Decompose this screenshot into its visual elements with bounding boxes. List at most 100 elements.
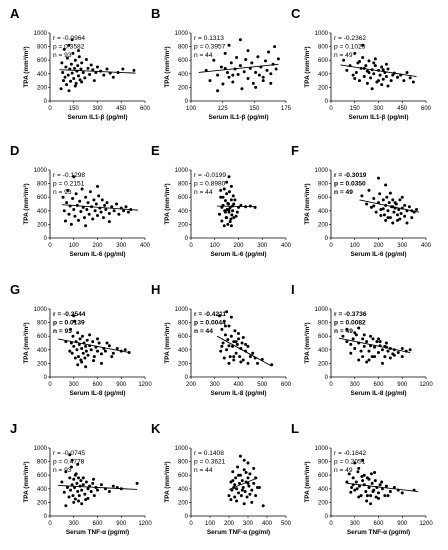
y-tick-label: 200	[178, 222, 189, 228]
data-point	[111, 351, 115, 355]
data-point	[72, 500, 76, 504]
data-point	[400, 195, 404, 199]
x-tick-label: 125	[218, 106, 229, 112]
data-point	[77, 499, 80, 503]
data-point	[96, 337, 99, 341]
data-point	[79, 479, 83, 483]
data-point	[76, 490, 80, 494]
regression-line	[198, 63, 279, 73]
data-point	[373, 345, 377, 349]
data-point	[360, 194, 364, 198]
data-point	[257, 485, 261, 489]
y-axis-title: TPA (mm²/m²)	[304, 183, 311, 224]
data-point	[92, 359, 96, 363]
data-point	[242, 70, 246, 74]
data-point	[69, 488, 73, 492]
data-point	[240, 488, 244, 492]
data-point	[345, 340, 349, 344]
data-point	[345, 68, 349, 72]
data-point	[408, 348, 412, 352]
data-point	[225, 216, 229, 220]
data-point	[96, 349, 99, 353]
data-point	[64, 65, 68, 69]
data-point	[380, 487, 384, 491]
x-axis-title: Serum IL1-β (pg/ml)	[349, 114, 409, 121]
data-point	[68, 476, 72, 480]
data-point	[241, 358, 245, 362]
data-point	[250, 488, 254, 492]
y-tick-label: 200	[318, 500, 329, 506]
data-point	[80, 502, 84, 506]
y-tick-label: 400	[37, 72, 48, 78]
data-point	[234, 214, 238, 218]
data-point	[219, 349, 223, 353]
data-point	[357, 495, 361, 499]
data-point	[405, 221, 409, 225]
x-tick-label: 900	[397, 382, 408, 388]
data-point	[77, 218, 80, 222]
data-point	[361, 355, 365, 359]
data-point	[219, 65, 223, 69]
stat-line: p = 0.8980	[194, 181, 226, 188]
data-point	[381, 77, 385, 81]
data-point	[353, 51, 357, 55]
x-tick-label: 1200	[419, 382, 433, 388]
data-point	[77, 49, 80, 53]
data-point	[229, 334, 233, 338]
data-point	[231, 80, 235, 84]
data-point	[70, 71, 74, 75]
data-point	[107, 220, 111, 224]
y-tick-label: 400	[178, 209, 189, 215]
y-tick-label: 1000	[175, 307, 189, 313]
data-point	[71, 494, 75, 498]
data-point	[345, 480, 349, 484]
data-point	[231, 194, 235, 198]
data-point	[77, 494, 81, 498]
data-point	[73, 473, 77, 477]
data-point	[354, 480, 358, 484]
data-point	[385, 195, 389, 199]
data-point	[77, 74, 80, 78]
data-point	[269, 72, 273, 76]
data-point	[388, 216, 392, 220]
data-point	[73, 356, 77, 360]
y-axis-title: TPA (mm²/m²)	[304, 322, 311, 363]
stat-line: n = 93	[53, 189, 72, 196]
data-point	[369, 205, 373, 209]
x-tick-label: 150	[69, 106, 80, 112]
data-point	[100, 198, 104, 202]
data-point	[369, 494, 373, 498]
data-point	[94, 202, 98, 206]
data-point	[85, 207, 89, 211]
data-point	[72, 207, 76, 211]
y-tick-label: 200	[178, 500, 189, 506]
data-point	[88, 190, 92, 194]
x-axis-title: Serum IL1-β (pg/ml)	[209, 114, 269, 121]
data-point	[221, 195, 225, 199]
data-point	[400, 355, 404, 359]
data-point	[355, 487, 359, 491]
data-point	[227, 190, 231, 194]
data-point	[91, 481, 95, 485]
y-tick-label: 1000	[315, 446, 329, 452]
data-point	[84, 349, 88, 353]
stat-line: p = 0.4778	[53, 459, 85, 466]
stat-line: r = -0.4211	[194, 311, 226, 318]
data-point	[225, 192, 229, 196]
data-point	[86, 353, 90, 357]
data-point	[386, 67, 390, 71]
data-point	[246, 77, 250, 81]
data-point	[132, 68, 136, 72]
data-point	[87, 212, 91, 216]
y-tick-label: 0	[325, 514, 329, 520]
data-point	[83, 492, 87, 496]
y-tick-label: 800	[318, 45, 329, 51]
data-point	[103, 203, 107, 207]
y-axis-title: TPA (mm²/m²)	[304, 461, 311, 502]
data-point	[102, 73, 106, 77]
data-point	[99, 352, 103, 356]
data-point	[117, 212, 121, 216]
y-axis-title: TPA (mm²/m²)	[164, 461, 171, 502]
data-point	[222, 224, 226, 228]
panel-letter: K	[151, 421, 161, 436]
